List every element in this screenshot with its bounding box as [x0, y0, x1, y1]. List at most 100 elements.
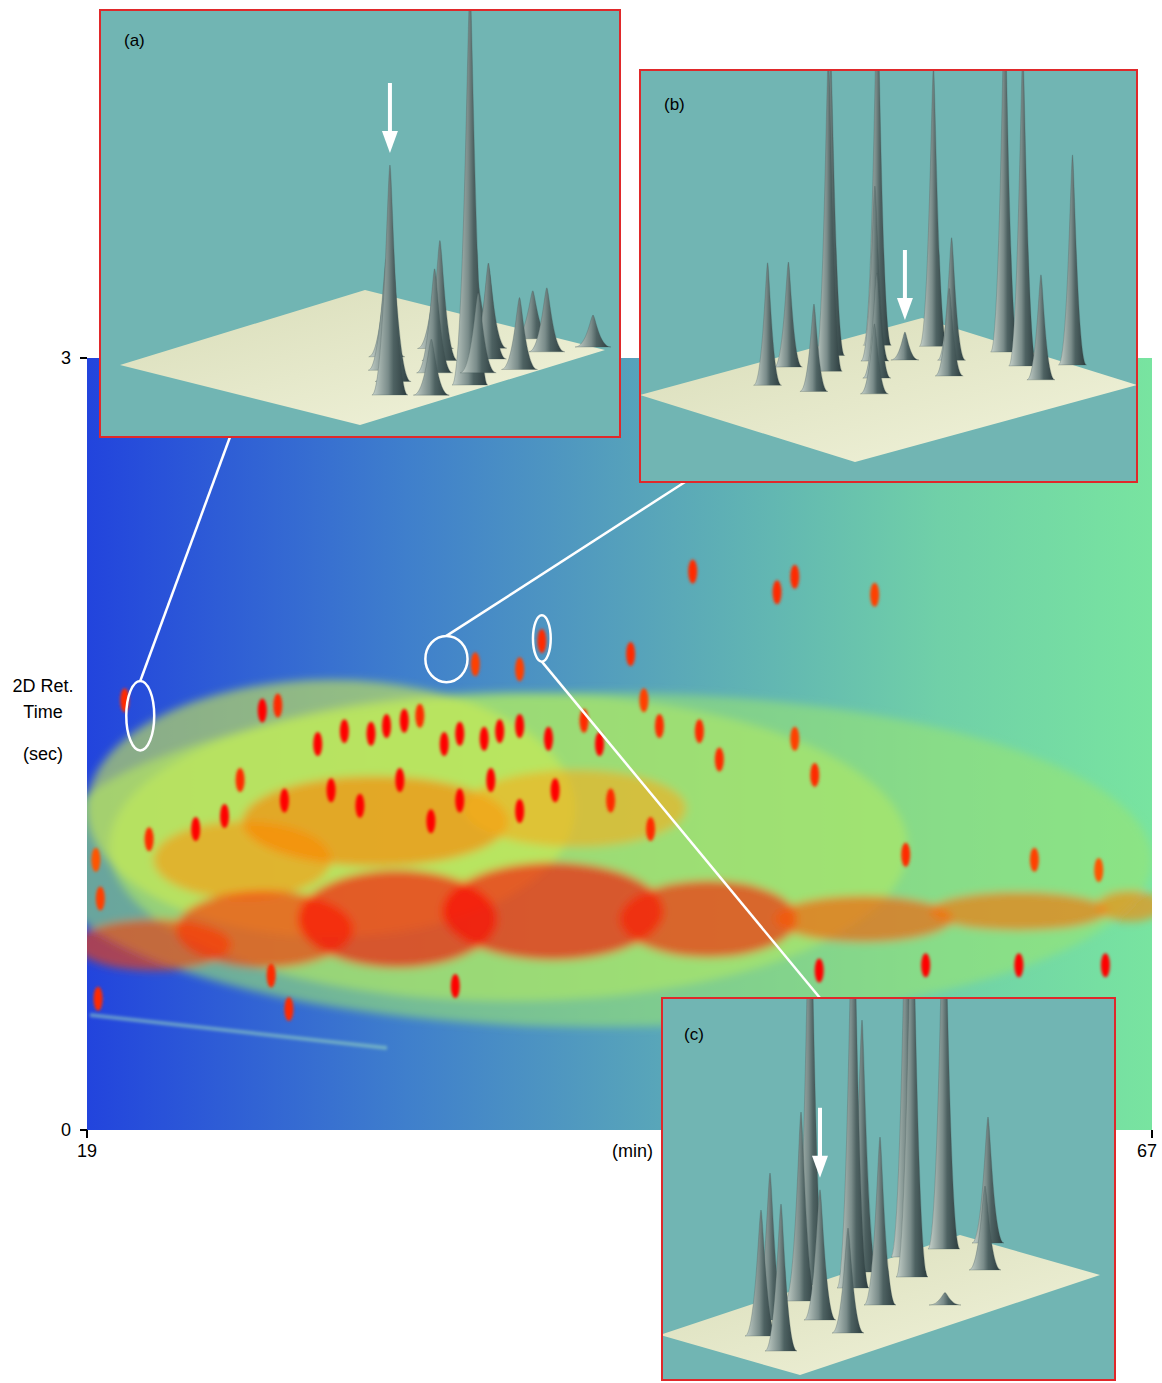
x-tick [1151, 1130, 1153, 1138]
y-tick [80, 1129, 87, 1131]
inset-arrow-head [812, 1156, 828, 1178]
inset-peak [929, 1292, 961, 1305]
x-tick-label: 19 [77, 1141, 97, 1161]
inset-peak [1009, 70, 1037, 366]
inset-peak [891, 332, 919, 360]
peak [471, 652, 480, 676]
y-axis-unit: (sec) [23, 744, 63, 764]
peak [91, 848, 100, 872]
peak [355, 794, 364, 818]
peak [440, 732, 449, 756]
peak [810, 763, 819, 787]
peak [1094, 858, 1103, 882]
peak [96, 886, 105, 910]
inset-peak [800, 304, 828, 392]
inset-peak [864, 1137, 896, 1305]
inset-body [100, 10, 620, 437]
peak [646, 817, 655, 841]
peak [340, 719, 349, 743]
inset-background [100, 10, 620, 437]
inset-frame [662, 998, 1115, 1380]
peak [515, 714, 524, 738]
peak [455, 789, 464, 813]
region [464, 770, 686, 847]
inset-peak [969, 1186, 1001, 1270]
chart: 031967(min)2D Ret.Time(sec)(a)(b)(c) [0, 0, 1162, 1383]
inset: (b) [640, 0, 1137, 482]
peak [773, 580, 782, 604]
peak [655, 714, 664, 738]
streak [90, 1015, 387, 1048]
region [242, 776, 508, 866]
inset-label: (a) [124, 31, 145, 50]
peaks [91, 560, 1110, 1021]
peak [327, 778, 336, 802]
peak [426, 809, 435, 833]
inset-peak [804, 1190, 836, 1320]
region [620, 880, 798, 957]
peak [280, 789, 289, 813]
inset-peak [1027, 275, 1055, 380]
inset-peak [928, 998, 960, 1249]
x-tick-label: 67 [1137, 1141, 1157, 1161]
y-axis-title-line: Time [23, 702, 62, 722]
inset: (a) [100, 0, 620, 437]
peak [715, 747, 724, 771]
inset-frame [640, 70, 1137, 482]
x-axis-title: (min) [612, 1141, 653, 1161]
inset-arrow [388, 83, 392, 135]
inset-peak [502, 298, 538, 370]
inset-peak [765, 1204, 797, 1351]
leader-line [446, 482, 685, 636]
peak [273, 693, 282, 717]
inset-body [640, 70, 1137, 482]
peak [455, 722, 464, 746]
inset-peak [413, 339, 449, 395]
inset-peak [860, 324, 888, 394]
peak [267, 964, 276, 988]
region [775, 896, 953, 942]
inset-peak [832, 1228, 864, 1333]
peak [395, 768, 404, 792]
peak [515, 799, 524, 823]
peak [1101, 953, 1110, 977]
peak [606, 789, 615, 813]
peak [695, 719, 704, 743]
inset-peak [529, 288, 565, 352]
inset-peak [754, 263, 782, 386]
peak [382, 714, 391, 738]
peak [901, 843, 910, 867]
peak [870, 583, 879, 607]
peak [236, 768, 245, 792]
y-axis-title: 2D Ret. Time [12, 676, 73, 722]
y-tick-label: 3 [61, 348, 71, 368]
peak [639, 688, 648, 712]
peak [220, 804, 229, 828]
inset-peak [460, 293, 496, 373]
inset-peak [919, 70, 947, 346]
y-tick [80, 357, 87, 359]
inset-body [662, 998, 1115, 1380]
peak [258, 699, 267, 723]
inset-arrow [818, 1108, 822, 1160]
peak [145, 827, 154, 851]
inset-peak [774, 262, 802, 367]
peak [1030, 848, 1039, 872]
x-tick [86, 1130, 88, 1138]
inset-peak [372, 165, 408, 395]
inset-peak [745, 1210, 777, 1336]
inset-peak [814, 70, 842, 371]
peak [94, 987, 103, 1011]
peak [790, 565, 799, 589]
inset-floor [120, 290, 605, 425]
peak [921, 953, 930, 977]
peak [284, 997, 293, 1021]
inset-peak [837, 998, 869, 1288]
peak [815, 958, 824, 982]
inset-peak [991, 70, 1019, 352]
inset-peak [785, 1112, 817, 1301]
y-axis-title-line: 2D Ret. [12, 676, 73, 696]
leader-line [140, 437, 230, 681]
peak [486, 768, 495, 792]
y-tick-label: 0 [61, 1120, 71, 1140]
